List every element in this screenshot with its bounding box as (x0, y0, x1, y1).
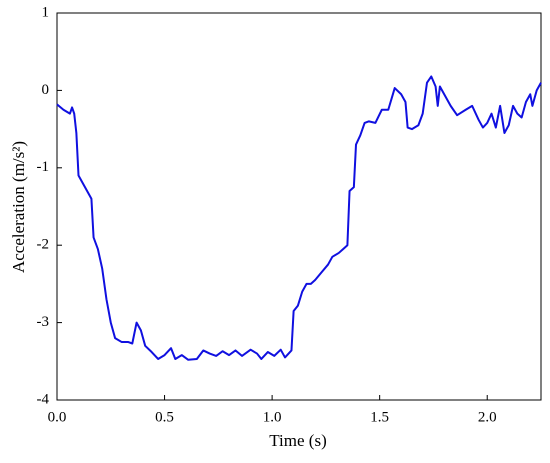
data-line (56, 75, 542, 361)
y-tick-label: -3 (37, 314, 50, 330)
y-tick-label: -2 (37, 237, 50, 253)
x-tick-label: 0.0 (48, 409, 67, 425)
x-tick-label: 1.5 (370, 409, 389, 425)
y-tick-label: 1 (42, 4, 50, 20)
x-tick-label: 2.0 (478, 409, 497, 425)
y-tick-label: -1 (37, 159, 50, 175)
x-tick-label: 0.5 (155, 409, 174, 425)
y-tick-label: -4 (37, 391, 50, 407)
y-tick-label: 0 (42, 82, 50, 98)
plot-frame (56, 12, 542, 401)
x-tick-label: 1.0 (263, 409, 282, 425)
y-axis-label: Acceleration (m/s²) (9, 141, 28, 273)
x-axis-label: Time (s) (269, 431, 326, 450)
